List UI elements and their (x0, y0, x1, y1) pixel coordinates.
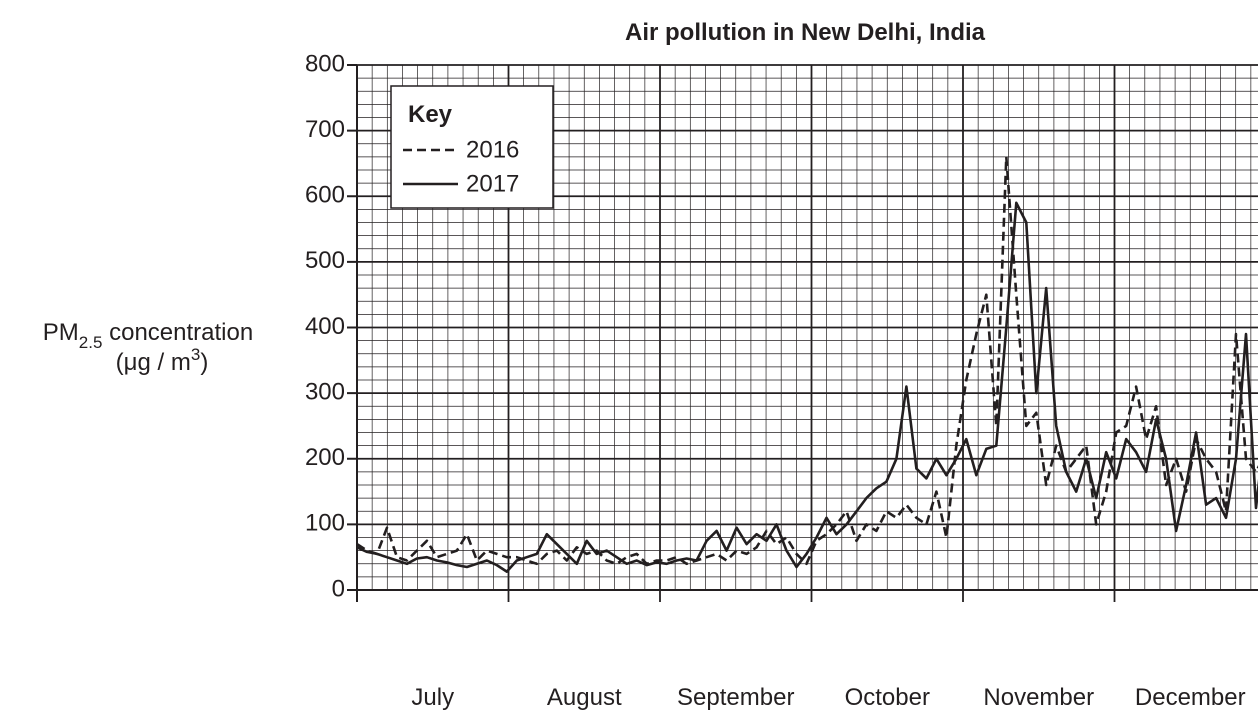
grid (357, 64, 1258, 602)
x-tick-label: August (547, 684, 622, 711)
y-axis-label: PM2.5 concentration (43, 319, 253, 352)
series-line (356, 201, 1258, 573)
y-tick-label: 300 (305, 378, 345, 405)
series-line (356, 155, 1258, 566)
legend-label: 2017 (466, 170, 519, 197)
y-label-part: concentration (102, 319, 253, 346)
y-tick-label: 800 (305, 50, 345, 77)
legend-title: Key (408, 101, 453, 128)
axes: 0 100 200 300 400 500 600 700 800 July August Septe… (305, 50, 1258, 711)
y-tick-label: 500 (305, 247, 345, 274)
y-label-part: ) (200, 349, 208, 376)
x-tick-label: October (845, 684, 930, 711)
legend-label: 2016 (466, 136, 519, 163)
legend: Key 2016 2017 (390, 85, 554, 209)
x-tick-label: July (411, 684, 454, 711)
y-label-sub: 2.5 (79, 333, 103, 352)
x-tick-label: December (1135, 684, 1246, 711)
legend-box (390, 85, 554, 209)
y-label-part: PM (43, 319, 79, 346)
lines (356, 155, 1258, 573)
chart-title: Air pollution in New Delhi, India (625, 19, 986, 46)
y-tick-label: 100 (305, 510, 345, 537)
y-tick-label: 400 (305, 313, 345, 340)
y-tick-label: 600 (305, 182, 345, 209)
y-label-part: (μg / m (116, 349, 191, 376)
y-tick-label: 0 (332, 575, 345, 602)
x-tick-label: September (677, 684, 794, 711)
y-axis-unit: (μg / m3) (116, 345, 209, 376)
y-tick-label: 200 (305, 444, 345, 471)
y-tick-label: 700 (305, 116, 345, 143)
y-label-sup: 3 (191, 345, 200, 364)
x-tick-label: November (983, 684, 1094, 711)
